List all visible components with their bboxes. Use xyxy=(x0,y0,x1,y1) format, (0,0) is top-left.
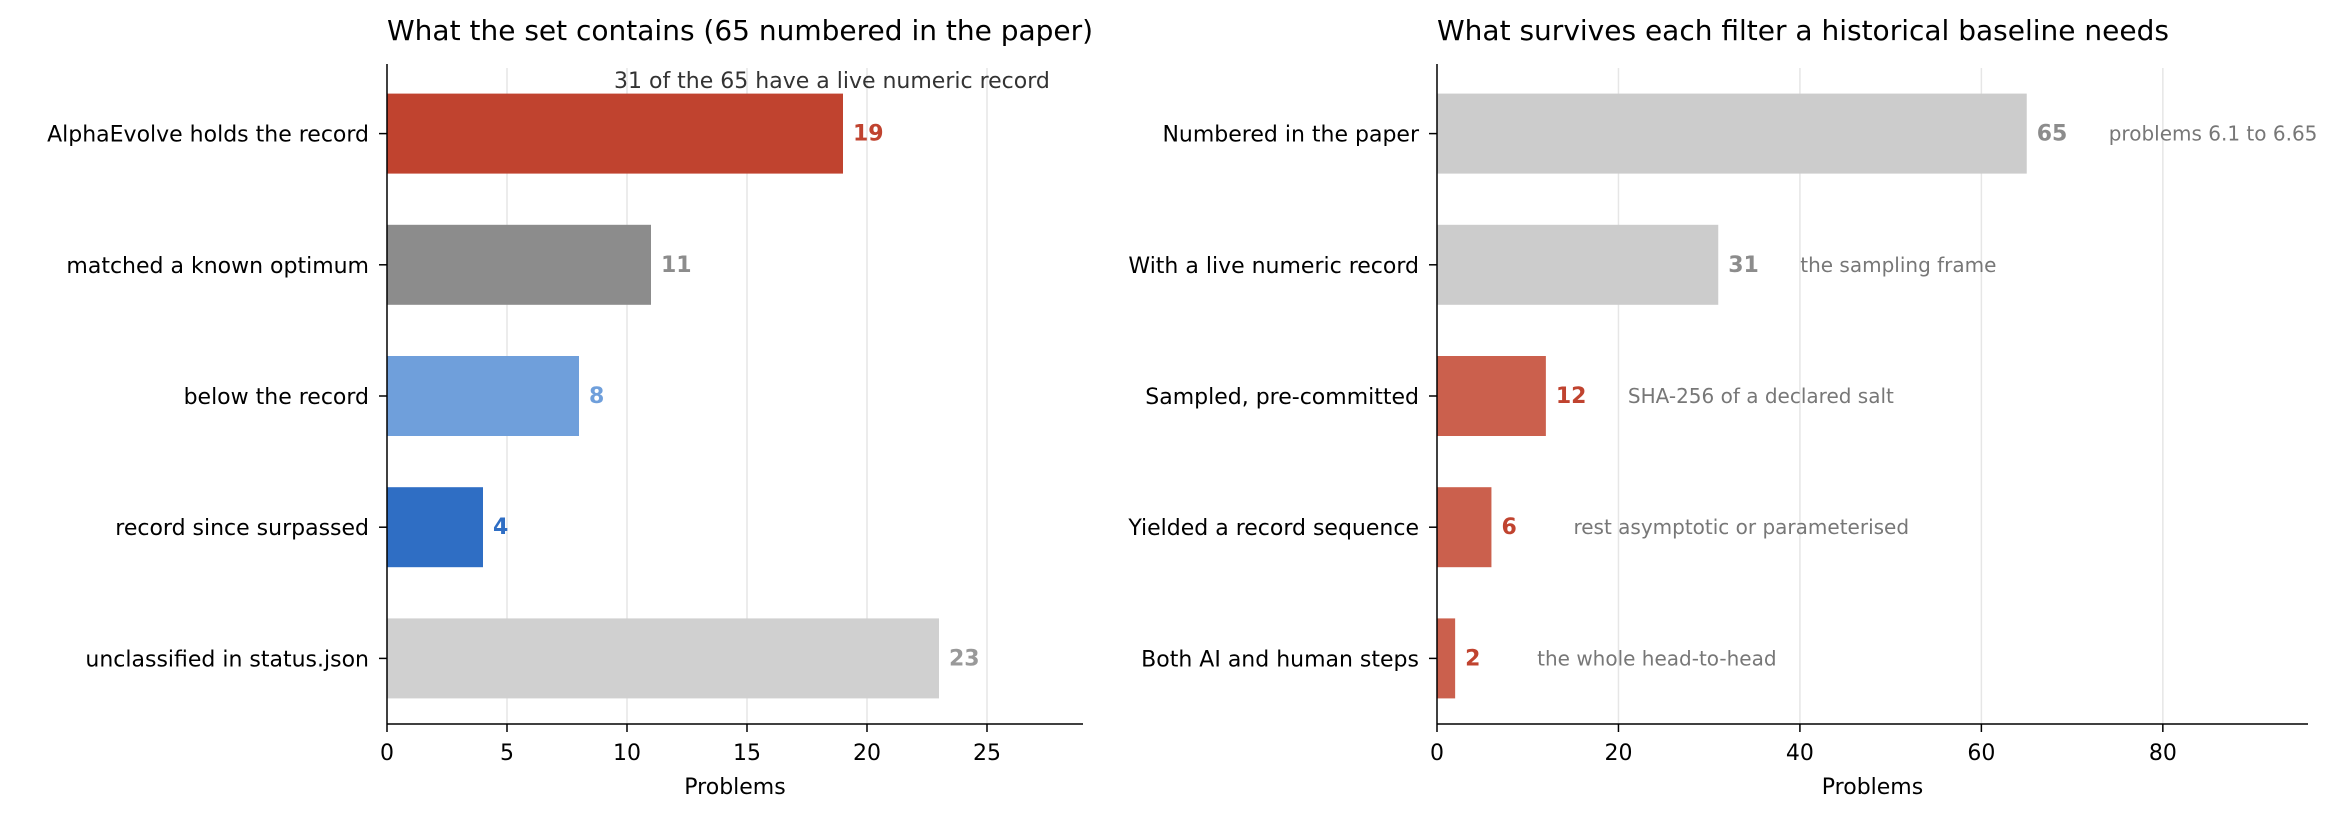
bar-note: rest asymptotic or parameterised xyxy=(1573,515,1909,539)
x-axis-label: Problems xyxy=(1822,775,1923,800)
value-label: 11 xyxy=(661,253,692,278)
x-tick-label: 10 xyxy=(613,741,641,766)
x-tick-label: 0 xyxy=(1430,741,1444,766)
bar xyxy=(1437,356,1546,436)
category-label: Sampled, pre-committed xyxy=(1145,385,1419,410)
bar-note: the sampling frame xyxy=(1800,253,1996,277)
category-label: Yielded a record sequence xyxy=(1127,516,1419,541)
x-tick-label: 20 xyxy=(1604,741,1632,766)
bar xyxy=(387,224,651,305)
category-label: Both AI and human steps xyxy=(1141,647,1419,672)
value-label: 4 xyxy=(493,515,508,540)
category-label: matched a known optimum xyxy=(66,254,369,279)
bar xyxy=(1437,618,1456,699)
value-label: 23 xyxy=(949,646,980,671)
left-panel: What the set contains (65 numbered in th… xyxy=(47,14,1093,800)
category-label: below the record xyxy=(184,385,369,410)
bar xyxy=(1437,224,1719,305)
x-tick-label: 0 xyxy=(380,741,394,766)
bar xyxy=(1437,487,1492,568)
bar-note: problems 6.1 to 6.65 xyxy=(2109,122,2318,146)
bar xyxy=(387,93,843,174)
bar-note: the whole head-to-head xyxy=(1537,646,1776,670)
x-tick-label: 5 xyxy=(500,741,514,766)
category-label: AlphaEvolve holds the record xyxy=(47,123,369,148)
value-label: 2 xyxy=(1465,646,1480,671)
bar-note: SHA-256 of a declared salt xyxy=(1628,384,1894,408)
bar xyxy=(387,618,939,699)
value-label: 19 xyxy=(853,122,884,147)
category-label: Numbered in the paper xyxy=(1162,123,1419,148)
value-label: 8 xyxy=(589,384,604,409)
category-label: With a live numeric record xyxy=(1128,254,1419,279)
x-tick-label: 40 xyxy=(1786,741,1814,766)
chart-title: What the set contains (65 numbered in th… xyxy=(387,14,1093,47)
value-label: 31 xyxy=(1728,253,1759,278)
bar xyxy=(387,356,579,436)
right-panel: What survives each filter a historical b… xyxy=(1127,14,2317,800)
x-tick-label: 60 xyxy=(1967,741,1995,766)
bar xyxy=(387,487,483,568)
x-tick-label: 20 xyxy=(853,741,881,766)
value-label: 6 xyxy=(1501,515,1516,540)
category-label: record since surpassed xyxy=(115,516,369,541)
value-label: 12 xyxy=(1556,384,1587,409)
x-tick-label: 15 xyxy=(733,741,761,766)
chart-title: What survives each filter a historical b… xyxy=(1437,14,2169,47)
category-label: unclassified in status.json xyxy=(85,647,369,672)
value-label: 65 xyxy=(2037,122,2068,147)
bar xyxy=(1437,93,2027,174)
annotation: 31 of the 65 have a live numeric record xyxy=(614,69,1050,94)
x-tick-label: 25 xyxy=(973,741,1001,766)
x-axis-label: Problems xyxy=(684,775,785,800)
x-tick-label: 80 xyxy=(2149,741,2177,766)
